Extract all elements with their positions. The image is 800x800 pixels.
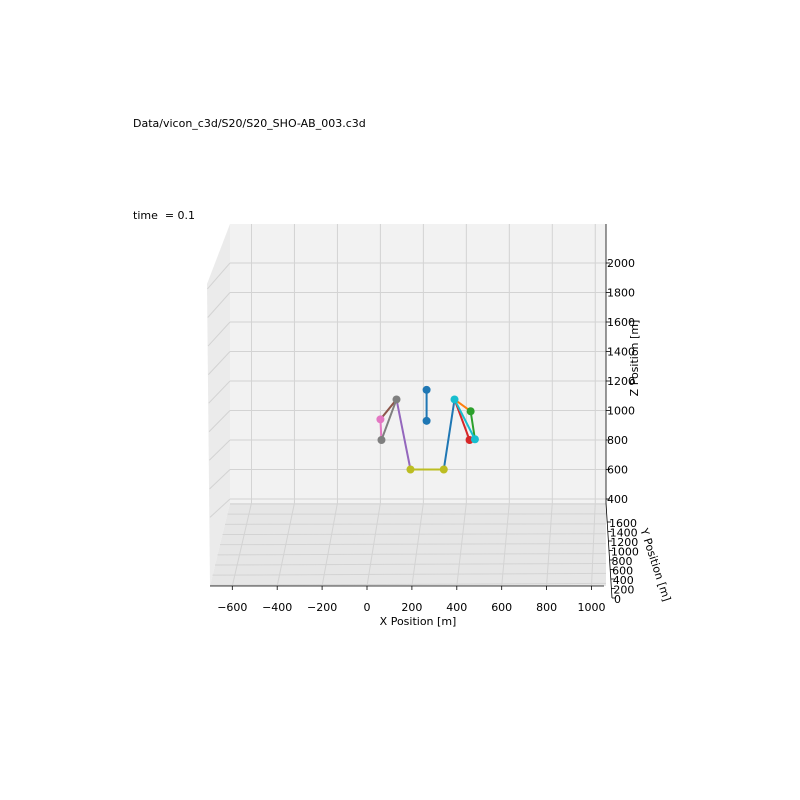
back-pane	[230, 224, 606, 503]
x-tick-label: −400	[262, 601, 292, 614]
y-axis-label: Y Position [m]	[637, 526, 673, 603]
floor-grid-line-x	[501, 502, 510, 587]
z-tick-label: 400	[607, 493, 628, 506]
x-tick-label: 400	[446, 601, 467, 614]
z-tick-label: 1200	[607, 375, 635, 388]
grid-line-y	[217, 553, 607, 556]
y-tick-label: 1400	[610, 527, 638, 540]
z-tick-label: 1000	[607, 405, 635, 418]
x-tick-label: 600	[491, 601, 512, 614]
skeleton-segment-2	[379, 398, 398, 421]
y-tick-label: 1000	[611, 546, 639, 559]
side-grid-line-z	[208, 439, 231, 461]
y-tick-label: 400	[613, 574, 634, 587]
side-grid-line-z	[207, 292, 231, 318]
side-grid-line-z	[208, 380, 231, 404]
marker-p11	[470, 435, 479, 444]
side-grid-line-z	[208, 410, 231, 433]
skeleton-segment-4	[380, 398, 398, 441]
grid-layer	[207, 224, 607, 587]
floor-grid-line-x	[591, 502, 596, 587]
grid-line-y	[212, 572, 607, 576]
grid-line-y	[224, 523, 607, 525]
x-axis-label: X Position [m]	[380, 615, 457, 628]
x-tick-label: 200	[401, 601, 422, 614]
z-tick-label: 1600	[607, 316, 635, 329]
marker-p2	[422, 416, 431, 425]
y-tick-label: 1200	[610, 536, 638, 549]
marker-p8	[450, 395, 459, 404]
marker-p5	[377, 436, 386, 444]
skeleton-lines	[379, 388, 476, 471]
marker-p7	[439, 465, 448, 474]
z-axis-label: Z Position [m]	[628, 320, 641, 397]
marker-p3	[392, 395, 401, 404]
skeleton-segment-11	[453, 398, 476, 441]
y-tick-label: 0	[614, 593, 621, 606]
marker-p1	[422, 385, 431, 394]
y-tick-label: 800	[612, 555, 633, 568]
grid-line-y	[219, 543, 607, 546]
figure-title: Data/vicon_c3d/S20/S20_SHO-AB_003.c3d	[133, 117, 366, 130]
grid-line-y	[209, 582, 607, 586]
z-tick-label: 600	[607, 464, 628, 477]
side-grid-line-z	[209, 498, 231, 518]
marker-p4	[376, 415, 385, 424]
y-tick-label: 200	[613, 584, 634, 597]
x-tick-label: −200	[307, 601, 337, 614]
side-grid-line-z	[209, 469, 231, 490]
x-tick-label: −600	[217, 601, 247, 614]
z-tick-label: 800	[607, 434, 628, 447]
marker-p9	[466, 407, 475, 416]
y-tick-label: 600	[612, 565, 633, 578]
x-tick-label: 800	[536, 601, 557, 614]
side-grid-line-z	[207, 321, 231, 347]
skeleton-segment-5	[395, 398, 412, 471]
skeleton-segment-10	[469, 410, 476, 441]
x-tick-label: 1000	[578, 601, 606, 614]
time-label: time = 0.1	[133, 209, 196, 222]
x-tick-label: 0	[364, 601, 371, 614]
skeleton-segment-7	[442, 398, 456, 471]
left-pane	[207, 224, 230, 586]
grid-line-y	[222, 533, 607, 536]
z-tick-label: 1400	[607, 346, 635, 359]
grid-line-y	[214, 563, 607, 566]
floor-grid-line-x	[546, 502, 553, 587]
side-grid-line-z	[208, 351, 231, 375]
side-grid-line-z	[207, 262, 231, 290]
marker-points	[376, 385, 479, 474]
z-tick-label: 1800	[607, 287, 635, 300]
z-tick-label: 2000	[607, 257, 635, 270]
y-tick-label: 1600	[609, 517, 637, 530]
marker-p6	[406, 465, 415, 474]
